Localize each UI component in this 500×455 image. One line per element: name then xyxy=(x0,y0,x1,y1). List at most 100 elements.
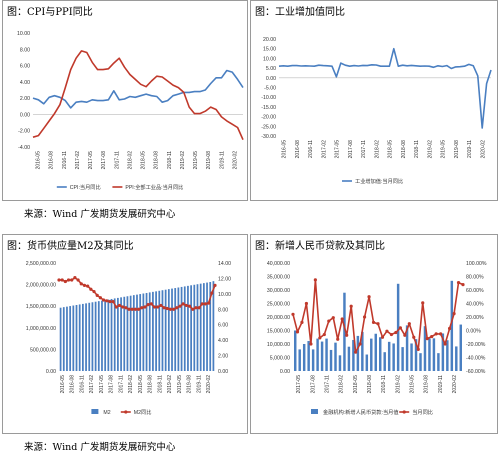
bar xyxy=(405,325,409,371)
bar xyxy=(78,304,81,371)
bar xyxy=(450,280,454,371)
panel-title: 图：CPI与PPI同比 xyxy=(7,7,93,18)
series-point xyxy=(82,283,87,287)
bar xyxy=(132,295,135,371)
series-point xyxy=(149,302,153,306)
bar xyxy=(158,290,161,371)
bar xyxy=(59,307,62,371)
bar xyxy=(401,347,404,371)
panel-industrial-value-added: 图：工业增加值同比 20.00 15.00 10.00 5.00 0.00 -5.00 -1… xyxy=(250,0,498,201)
y2-tick-label: 80.00% xyxy=(466,275,484,281)
bar xyxy=(441,333,445,371)
bar xyxy=(206,282,208,371)
y-tick-label: -15.00 xyxy=(261,105,276,111)
series-point xyxy=(114,305,118,309)
x-tick-label: 2018-11 xyxy=(157,375,163,393)
series-point xyxy=(70,278,74,282)
series-point xyxy=(416,347,420,351)
x-tick-label: 2019-11 xyxy=(467,140,473,158)
bar xyxy=(123,296,126,371)
x-tick-label: 2019-05 xyxy=(409,375,415,394)
bar xyxy=(171,288,173,371)
x-tick-label: 2019-02 xyxy=(180,151,186,170)
series-point xyxy=(89,287,93,291)
bar xyxy=(180,286,183,371)
bar xyxy=(174,288,177,371)
bar xyxy=(193,284,196,371)
bar xyxy=(187,285,189,371)
bar xyxy=(294,330,297,371)
x-tick-label: 2016-08 xyxy=(295,140,301,159)
series-point xyxy=(95,293,99,297)
bar xyxy=(97,301,100,371)
bar xyxy=(142,293,145,371)
series-point xyxy=(105,299,109,303)
series-point xyxy=(213,283,217,287)
y-tick-label: 2,500,000.00 xyxy=(26,261,56,267)
y-tick-label: 4.00 xyxy=(20,80,30,86)
x-tick-label: 2017-08 xyxy=(348,140,354,159)
bar xyxy=(129,295,132,371)
bar xyxy=(446,340,449,371)
series-point xyxy=(121,305,125,309)
y-tick-label: 10.00 xyxy=(263,56,276,62)
x-tick-label: 2017-02 xyxy=(75,151,81,170)
series-point xyxy=(394,330,398,335)
bar xyxy=(145,292,148,371)
series-point xyxy=(398,326,402,330)
y2-tick-label: 14.00 xyxy=(218,261,231,267)
x-tick-label: 2018-11 xyxy=(381,375,387,393)
series-point xyxy=(447,326,452,331)
bar xyxy=(82,303,84,371)
series-point xyxy=(159,303,163,308)
bar xyxy=(107,299,110,371)
x-tick-label: 2017-05 xyxy=(335,140,341,159)
y2-tick-label: 10.00 xyxy=(218,292,231,298)
y-tick-label: 6.00 xyxy=(20,64,30,70)
y-tick-label: 40,000.00 xyxy=(267,261,290,267)
series-point xyxy=(76,278,80,282)
bar xyxy=(329,349,333,371)
series-point xyxy=(127,307,131,311)
x-tick-label: 2017-05 xyxy=(88,151,94,170)
series-point xyxy=(79,282,83,286)
y2-tick-label: 20.00% xyxy=(466,315,484,321)
y-tick-label: -25.00 xyxy=(261,124,276,130)
series-point xyxy=(63,279,67,284)
bar xyxy=(139,294,142,371)
bar xyxy=(374,333,377,371)
series-point xyxy=(200,302,204,306)
legend-marker xyxy=(402,410,406,414)
bar xyxy=(209,282,212,371)
bar xyxy=(437,353,440,371)
y-tick-label: 25,000.00 xyxy=(267,302,290,308)
bar xyxy=(423,326,427,371)
bar xyxy=(298,349,301,371)
series-point xyxy=(143,305,147,309)
bar xyxy=(126,296,129,371)
series-point xyxy=(345,333,349,337)
y-tick-label: 35,000.00 xyxy=(267,275,290,281)
series-point xyxy=(146,303,150,307)
legend-label: M2同比 xyxy=(134,408,152,416)
series-point xyxy=(92,289,96,294)
x-tick-label: 2018-02 xyxy=(339,375,345,394)
series-point xyxy=(98,296,102,300)
bar xyxy=(320,341,324,371)
bar xyxy=(164,289,167,371)
bar xyxy=(161,290,164,371)
series-point xyxy=(385,329,389,333)
y-tick-label: -10.00 xyxy=(261,95,276,101)
x-tick-label: 2020-02 xyxy=(206,375,212,394)
x-tick-label: 2018-02 xyxy=(127,151,133,170)
series-point xyxy=(117,303,122,308)
y-tick-label: -5.00 xyxy=(264,86,276,92)
series-point xyxy=(318,336,322,340)
bar xyxy=(212,281,215,371)
series-point xyxy=(389,332,394,337)
bar xyxy=(120,297,122,371)
series-point xyxy=(443,342,447,346)
bar xyxy=(432,338,436,371)
bar xyxy=(414,339,418,371)
bar xyxy=(356,335,360,371)
